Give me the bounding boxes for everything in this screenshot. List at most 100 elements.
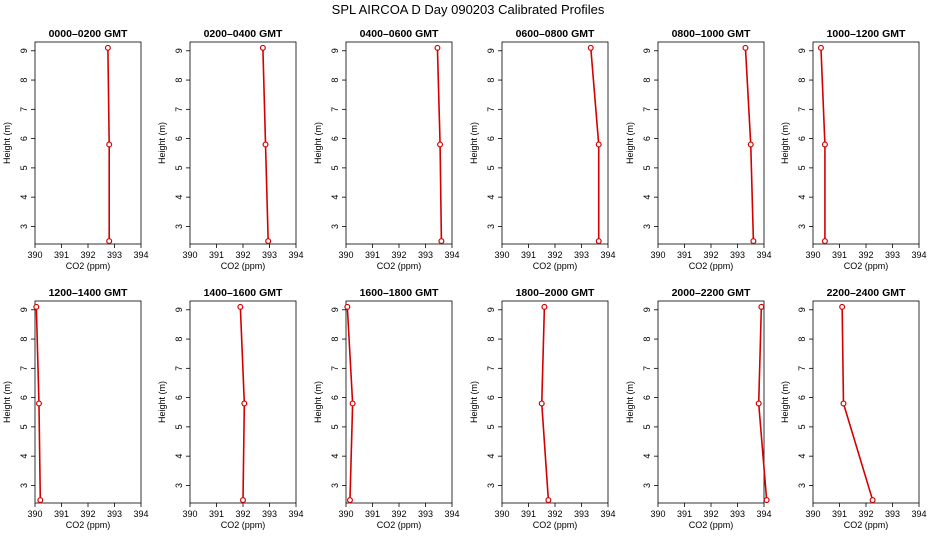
x-tick-label: 394 — [133, 250, 148, 260]
y-tick-label: 6 — [486, 136, 496, 141]
profile-point — [265, 238, 272, 245]
y-tick-label: 4 — [174, 195, 184, 200]
y-tick-label: 9 — [330, 48, 340, 53]
profile-point — [840, 400, 847, 407]
y-tick-label: 9 — [486, 307, 496, 312]
x-axis-label: CO2 (ppm) — [689, 520, 734, 530]
y-tick-label: 6 — [642, 136, 652, 141]
x-axis-label: CO2 (ppm) — [377, 261, 422, 271]
y-tick-label: 9 — [797, 307, 807, 312]
x-axis-label: CO2 (ppm) — [66, 261, 111, 271]
x-tick-label: 391 — [54, 509, 69, 519]
panel-10: 1800–2000 GMT 390 391 392 393 394 3 4 5 6 7 8 9 CO2 (… — [469, 287, 616, 530]
x-tick-label: 393 — [885, 250, 900, 260]
panel-title: 1400–1600 GMT — [204, 287, 283, 299]
plot-frame — [34, 300, 142, 504]
plot-frame — [812, 300, 920, 504]
plot-frame — [345, 41, 453, 245]
panel-title: 1600–1800 GMT — [360, 287, 439, 299]
x-tick-label: 391 — [209, 509, 224, 519]
panel-title: 1200–1400 GMT — [49, 287, 128, 299]
x-tick-label: 392 — [391, 509, 406, 519]
profile-point — [37, 497, 44, 504]
y-tick-label: 7 — [174, 366, 184, 371]
plot-frame — [657, 41, 765, 245]
panel-title: 0000–0200 GMT — [49, 28, 128, 40]
x-axis-label: CO2 (ppm) — [533, 261, 578, 271]
y-tick-label: 5 — [174, 424, 184, 429]
profile-point — [346, 497, 353, 504]
profile-point — [758, 303, 765, 310]
profile-point — [259, 44, 266, 51]
x-tick-label: 394 — [133, 509, 148, 519]
y-tick-label: 4 — [19, 195, 29, 200]
panel-title: 1000–1200 GMT — [827, 28, 906, 40]
y-tick-label: 8 — [19, 78, 29, 83]
profile-point — [349, 400, 356, 407]
profile-point — [869, 497, 876, 504]
y-tick-label: 3 — [19, 483, 29, 488]
x-axis-label: CO2 (ppm) — [844, 261, 889, 271]
panel-4: 0600–0800 GMT 390 391 392 393 394 3 4 5 6 7 8 9 CO2 (… — [469, 28, 616, 271]
x-tick-label: 390 — [805, 509, 820, 519]
figure-title: SPL AIRCOA D Day 090203 Calibrated Profi… — [332, 2, 605, 17]
x-tick-label: 393 — [418, 509, 433, 519]
x-tick-label: 391 — [677, 509, 692, 519]
y-tick-label: 9 — [642, 307, 652, 312]
profile-point — [587, 44, 594, 51]
y-tick-label: 6 — [486, 395, 496, 400]
profile-point — [595, 238, 602, 245]
y-tick-label: 7 — [642, 366, 652, 371]
x-tick-label: 394 — [288, 250, 303, 260]
panel-title: 0200–0400 GMT — [204, 28, 283, 40]
x-tick-label: 394 — [911, 509, 926, 519]
profile-point — [106, 141, 113, 148]
y-tick-label: 5 — [797, 165, 807, 170]
y-tick-label: 6 — [330, 136, 340, 141]
x-tick-label: 390 — [805, 250, 820, 260]
panel-5: 0800–1000 GMT 390 391 392 393 394 3 4 5 6 7 8 9 CO2 (… — [625, 28, 772, 271]
plot-frame — [345, 300, 453, 504]
y-tick-label: 4 — [174, 454, 184, 459]
y-tick-label: 4 — [486, 454, 496, 459]
y-tick-label: 7 — [174, 107, 184, 112]
y-tick-label: 9 — [19, 307, 29, 312]
x-tick-label: 394 — [911, 250, 926, 260]
y-axis-label: Height (m) — [157, 122, 167, 164]
profile-point — [104, 44, 111, 51]
profile-point — [240, 497, 247, 504]
x-tick-label: 390 — [494, 509, 509, 519]
x-tick-label: 391 — [365, 250, 380, 260]
profile-point — [545, 497, 552, 504]
x-tick-label: 392 — [858, 250, 873, 260]
x-tick-label: 394 — [600, 250, 615, 260]
y-tick-label: 5 — [642, 165, 652, 170]
plot-frame — [501, 300, 609, 504]
y-tick-label: 5 — [19, 424, 29, 429]
plot-frame — [34, 41, 142, 245]
y-tick-label: 3 — [330, 483, 340, 488]
x-tick-label: 392 — [80, 250, 95, 260]
x-tick-label: 391 — [54, 250, 69, 260]
y-tick-label: 9 — [486, 48, 496, 53]
profile-point — [35, 400, 42, 407]
x-tick-label: 392 — [80, 509, 95, 519]
profile-point — [262, 141, 269, 148]
y-tick-label: 3 — [797, 483, 807, 488]
x-tick-label: 390 — [494, 250, 509, 260]
y-axis-label: Height (m) — [780, 381, 790, 423]
y-axis-label: Height (m) — [313, 381, 323, 423]
y-tick-label: 9 — [174, 48, 184, 53]
y-tick-label: 5 — [19, 165, 29, 170]
x-axis-label: CO2 (ppm) — [844, 520, 889, 530]
y-tick-label: 7 — [19, 366, 29, 371]
profile-point — [33, 303, 40, 310]
plot-frame — [812, 41, 920, 245]
y-axis-label: Height (m) — [780, 122, 790, 164]
profile-point — [742, 44, 749, 51]
profile-point — [437, 141, 444, 148]
y-tick-label: 8 — [797, 78, 807, 83]
x-tick-label: 391 — [521, 509, 536, 519]
panel-12: 2200–2400 GMT 390 391 392 393 394 3 4 5 6 7 8 9 CO2 (… — [780, 287, 927, 530]
x-axis-label: CO2 (ppm) — [533, 520, 578, 530]
